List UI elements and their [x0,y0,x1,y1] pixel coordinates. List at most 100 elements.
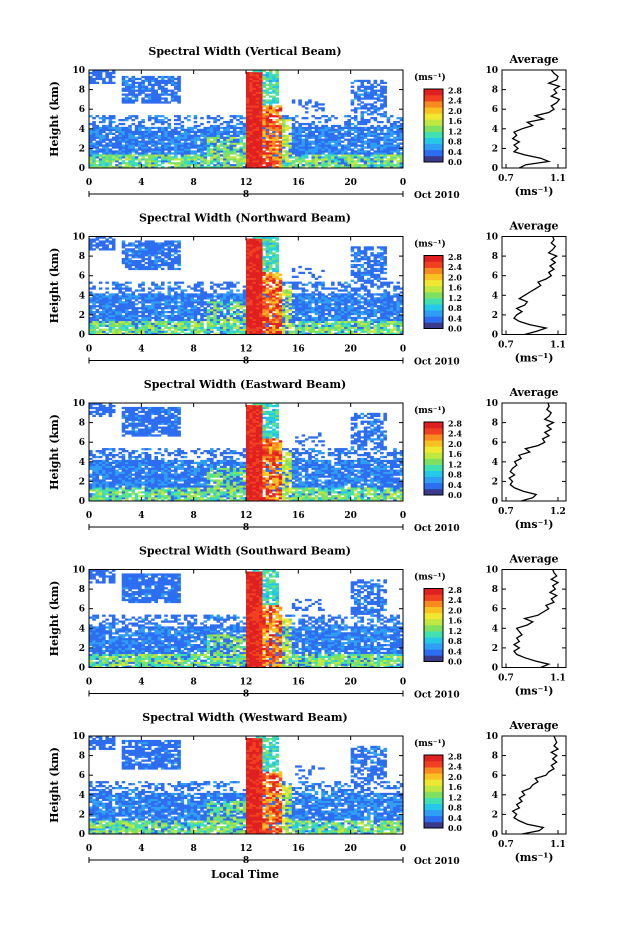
y-axis-label: Height (km) [48,581,61,657]
y-tick-label: 8 [79,419,85,429]
average-frame [501,735,567,835]
y-tick-label: 10 [72,66,85,76]
heatmap [89,70,404,169]
average-y-tick-label: 10 [485,233,498,243]
x-tick-label: 8 [191,178,197,188]
date-day: 8 [243,523,249,533]
date-label: Oct 2010 [414,358,460,368]
average-title: Average [508,53,558,66]
colorbar-tick-label: 0.0 [448,324,462,334]
average-x-tick-label: 1.1 [550,341,566,351]
colorbar-tick-label: 0.8 [448,803,462,813]
average-title: Average [508,553,558,566]
y-tick-label: 6 [79,105,85,115]
panel-title: Spectral Width (Southward Beam) [139,545,351,558]
average-unit: (ms⁻¹) [515,185,554,198]
panel-3: Spectral Width (Eastward Beam) 0 2 4 6 8 10 Hei… [48,378,567,534]
y-tick-label: 0 [79,664,85,674]
colorbar-tick-label: 1.2 [448,626,462,636]
x-tick-label: 12 [240,178,253,188]
average-y-tick-label: 6 [492,105,498,115]
x-tick-label: 16 [292,678,305,688]
colorbar-tick-label: 0.4 [448,147,462,157]
average-y-tick-label: 6 [492,438,498,448]
colorbar-tick-label: 2.8 [448,751,462,761]
y-tick-label: 0 [79,497,85,507]
average-title: Average [508,386,558,399]
colorbar-tick-label: 1.6 [448,616,462,626]
average-unit: (ms⁻¹) [515,851,554,864]
average-x-tick-label: 1.1 [550,840,566,850]
average-y-tick-label: 0 [492,830,498,840]
panel-title: Spectral Width (Northward Beam) [139,212,351,225]
x-tick-label: 12 [240,678,253,688]
x-tick-label: 16 [292,511,305,521]
x-tick-label: 12 [240,511,253,521]
average-y-tick-label: 2 [492,810,498,820]
average-y-tick-label: 10 [485,66,498,76]
x-tick-label: 4 [138,844,144,854]
average-frame [501,236,567,335]
x-axis-label: Local Time [211,868,279,881]
date-label: Oct 2010 [414,691,460,701]
average-x-tick-label: 1.2 [550,507,566,517]
x-tick-label: 16 [292,844,305,854]
panel-5: Spectral Width (Westward Beam) 0 2 4 6 8 10 Hei… [48,711,567,867]
colorbar-tick-label: 0.4 [448,646,462,656]
colorbar-tick-label: 2.8 [448,418,462,428]
average-y-tick-label: 4 [492,791,498,801]
x-tick-label: 20 [344,178,357,188]
heatmap [89,403,404,502]
heatmap [89,236,404,335]
y-axis-label: Height (km) [48,248,61,324]
colorbar-tick-label: 2.8 [448,252,462,262]
average-y-tick-label: 4 [492,458,498,468]
colorbar-tick-label: 2.0 [448,605,462,615]
colorbar-tick-label: 0.4 [448,813,462,823]
colorbar-tick-label: 2.4 [448,429,462,439]
average-y-tick-label: 4 [492,291,498,301]
x-tick-label: 0 [86,178,92,188]
colorbar-tick-label: 1.6 [448,782,462,792]
average-y-tick-label: 8 [492,86,498,96]
average-y-tick-label: 8 [492,752,498,762]
average-y-tick-label: 2 [492,477,498,487]
panel-1: Spectral Width (Vertical Beam) 0 2 4 6 8 10 Hei… [48,45,567,201]
x-tick-label: 0 [400,844,406,854]
date-day: 8 [243,856,249,866]
average-y-tick-label: 8 [492,252,498,262]
x-tick-label: 20 [344,345,357,355]
y-tick-label: 10 [72,732,85,742]
panel-title: Spectral Width (Westward Beam) [142,711,347,724]
colorbar [423,255,444,329]
x-tick-label: 0 [400,178,406,188]
colorbar-tick-label: 0.0 [448,657,462,667]
average-y-tick-label: 0 [492,664,498,674]
y-axis-label: Height (km) [48,414,61,490]
y-tick-label: 0 [79,830,85,840]
y-tick-label: 4 [79,458,85,468]
colorbar-tick-label: 2.8 [448,585,462,595]
y-tick-label: 10 [72,566,85,576]
average-title: Average [508,719,558,732]
colorbar-tick-label: 2.4 [448,96,462,106]
average-profile-line [512,569,560,669]
y-tick-label: 2 [79,144,85,154]
average-profile-line [508,402,555,502]
colorbar-tick-label: 1.6 [448,283,462,293]
x-tick-label: 0 [86,345,92,355]
colorbar [423,588,444,662]
average-y-tick-label: 8 [492,585,498,595]
y-tick-label: 10 [72,399,85,409]
colorbar-tick-label: 2.0 [448,272,462,282]
x-tick-label: 4 [138,678,144,688]
colorbar-tick-label: 0.8 [448,137,462,147]
average-x-tick-label: 1.1 [550,674,566,684]
colorbar-tick-label: 1.6 [448,116,462,126]
colorbar-tick-label: 1.2 [448,293,462,303]
average-y-tick-label: 6 [492,771,498,781]
average-frame [501,569,567,668]
y-tick-label: 8 [79,752,85,762]
y-tick-label: 6 [79,272,85,282]
